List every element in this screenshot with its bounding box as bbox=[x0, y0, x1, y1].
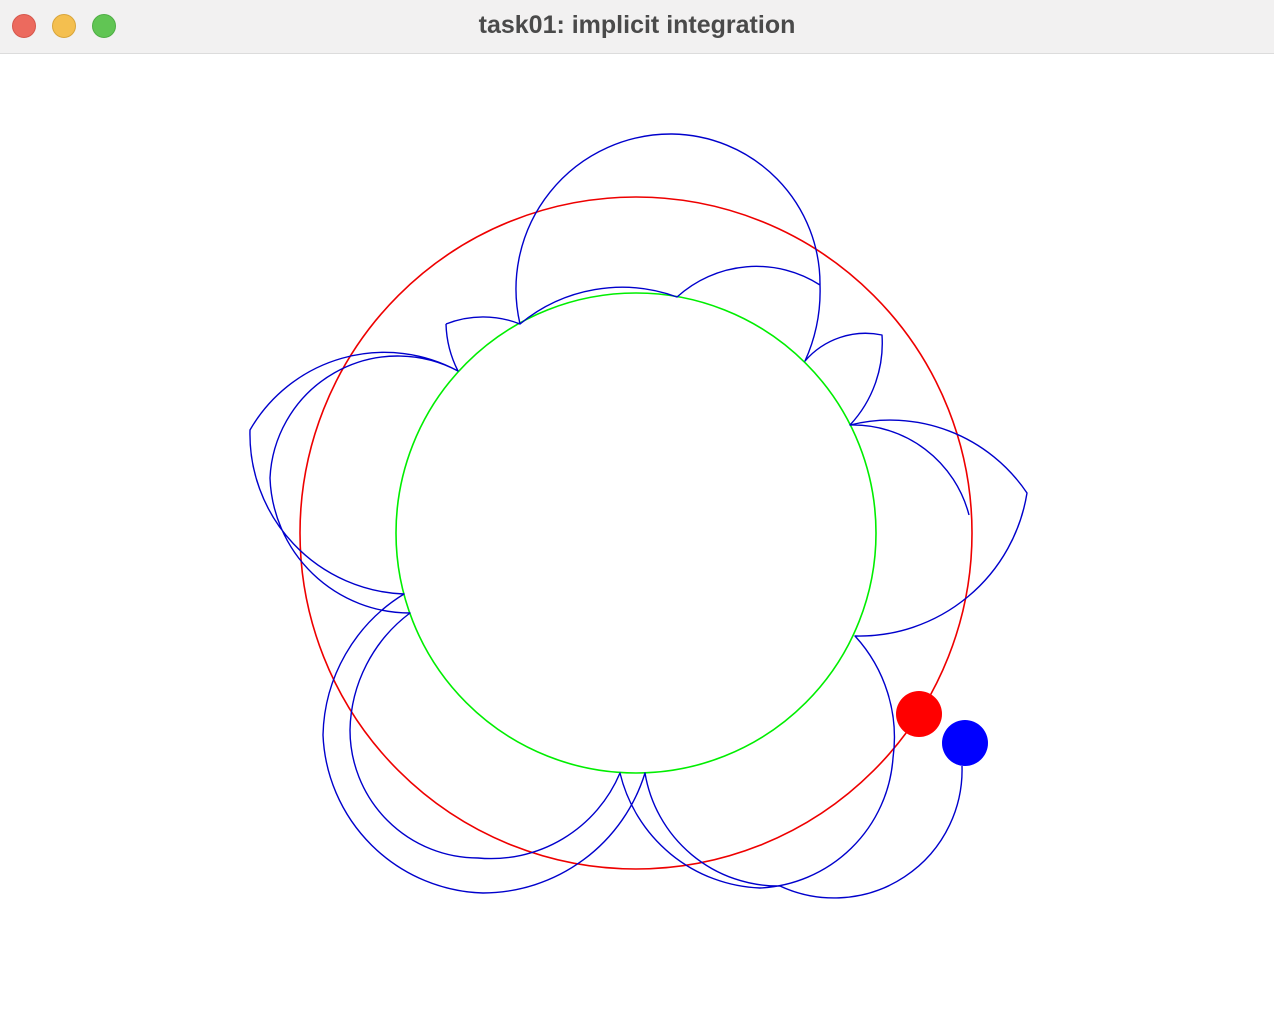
inner-circle bbox=[395, 292, 877, 774]
close-button[interactable] bbox=[12, 14, 36, 38]
zoom-button[interactable] bbox=[92, 14, 116, 38]
blue-body bbox=[942, 720, 988, 766]
orbit-circle bbox=[299, 196, 973, 870]
red-body bbox=[896, 691, 942, 737]
trajectory-path bbox=[249, 133, 1028, 899]
simulation-canvas[interactable] bbox=[0, 55, 1274, 1012]
title-bar[interactable]: task01: implicit integration bbox=[0, 0, 1274, 54]
window-title: task01: implicit integration bbox=[478, 11, 796, 39]
minimize-button[interactable] bbox=[52, 14, 76, 38]
